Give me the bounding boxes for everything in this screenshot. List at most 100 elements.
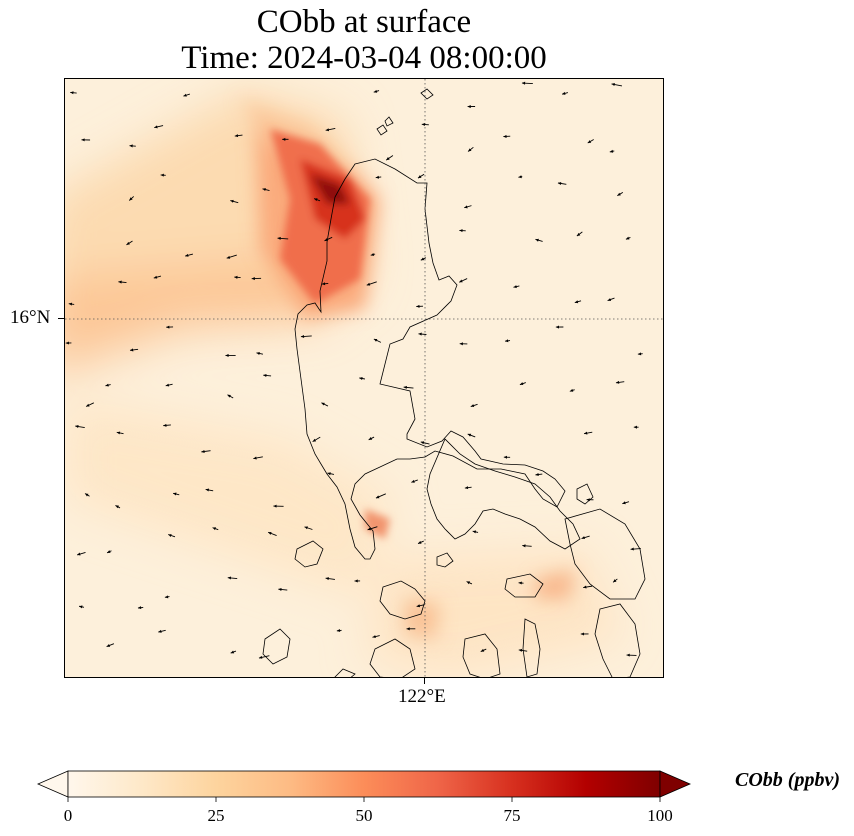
wind-arrow-head	[466, 581, 471, 585]
wind-arrow-head	[183, 93, 187, 97]
coastline-calamian	[262, 628, 291, 665]
title-line-1: CObb at surface	[256, 4, 472, 40]
lon-tick-mark	[424, 678, 425, 684]
wind-arrow-head	[586, 498, 590, 502]
wind-arrow-head	[173, 492, 177, 496]
wind-arrow-head	[611, 82, 615, 86]
lon-tick-label: 122°E	[398, 686, 446, 707]
wind-arrow-head	[630, 547, 634, 551]
wind-arrow-head	[615, 380, 620, 384]
wind-arrow-head	[129, 197, 133, 201]
wind-vectors	[65, 81, 643, 659]
wind-arrow-head	[230, 199, 234, 203]
wind-arrow-head	[459, 342, 463, 346]
wind-arrow-head	[518, 581, 522, 585]
coastline-samar	[564, 508, 646, 600]
concentration-field	[65, 79, 663, 677]
wind-arrow-head	[459, 229, 463, 233]
colorbar-label: CObb (ppbv)	[735, 769, 840, 791]
wind-arrow-head	[205, 488, 210, 492]
wind-arrow-head	[513, 285, 517, 289]
coastline-negros	[462, 633, 501, 677]
wind-arrow-head	[472, 530, 477, 534]
wind-arrow-head	[251, 277, 255, 281]
map-svg	[65, 79, 663, 677]
wind-arrow-head	[166, 325, 170, 329]
wind-arrow-head	[312, 438, 317, 442]
wind-arrow-head	[268, 531, 272, 535]
wind-arrow-head	[129, 144, 133, 148]
hotspot-bay	[365, 509, 390, 539]
wind-arrow-head	[372, 635, 376, 639]
wind-arrow-head	[201, 449, 205, 453]
wind-arrow-head	[137, 606, 142, 610]
wind-arrow-head	[70, 91, 74, 95]
wind-arrow-head	[168, 534, 172, 537]
coastline-leyte	[594, 603, 641, 677]
wind-arrow-head	[325, 128, 330, 132]
wind-arrow-head	[420, 257, 425, 261]
wind-arrow-head	[503, 134, 507, 138]
wind-arrow-head	[367, 527, 372, 531]
wind-arrow-head	[421, 122, 426, 127]
wind-arrow-head	[230, 650, 235, 654]
coastlines	[262, 88, 646, 677]
wind-arrow-head	[226, 255, 231, 259]
wind-arrow-head	[626, 653, 630, 657]
colorbar-extend-low	[36, 770, 69, 798]
wind-arrow-head	[366, 282, 371, 286]
colorbar	[36, 770, 692, 802]
wind-arrow-head	[581, 536, 586, 540]
coastline-marinduque	[436, 552, 454, 568]
wind-arrow-head	[519, 382, 524, 386]
wind-arrow-head	[503, 455, 508, 459]
wind-arrow-head	[263, 373, 267, 377]
plume-band-west	[65, 259, 325, 372]
wind-arrow-head	[580, 632, 584, 636]
coastline-palawan-n	[294, 540, 324, 568]
wind-arrow-head	[359, 377, 363, 381]
south-haze	[65, 399, 395, 599]
wind-arrow-head	[86, 403, 90, 407]
wind-arrow-head	[227, 576, 232, 580]
plot-title: CObb at surface Time: 2024-03-04 08:00:0…	[64, 4, 664, 76]
wind-arrow-head	[535, 472, 539, 477]
wind-arrow-head	[77, 552, 81, 556]
colorbar-extend-high	[659, 770, 692, 798]
wind-arrow-head	[212, 527, 217, 531]
wind-arrow-head	[464, 205, 468, 209]
wind-arrow-head	[633, 425, 637, 429]
title-line-2: Time: 2024-03-04 08:00:00	[181, 40, 547, 76]
colorbar-tick-25: 25	[207, 806, 225, 825]
wind-arrow-head	[375, 495, 380, 499]
wind-arrow-head	[163, 423, 167, 427]
wind-arrow-head	[470, 404, 475, 407]
wind-arrow-head	[225, 353, 229, 357]
wind-arrow-head	[115, 505, 119, 509]
wind-arrow-head	[521, 81, 526, 85]
wind-arrow-head	[153, 275, 158, 279]
wind-arrow-head	[562, 91, 566, 95]
wind-arrow-head	[158, 629, 162, 633]
wind-arrow-head	[234, 275, 238, 279]
wind-arrow-head	[65, 341, 69, 345]
wind-arrow-head	[278, 587, 282, 591]
wind-arrow-head	[459, 279, 463, 283]
wind-arrow-head	[325, 577, 329, 581]
wind-arrow-head	[574, 300, 579, 304]
wind-arrow-head	[324, 238, 328, 241]
wind-arrow-head	[535, 238, 539, 242]
wind-arrow-head	[403, 385, 407, 389]
wind-arrow-head	[327, 472, 331, 476]
wind-arrow-head	[417, 175, 422, 179]
wind-arrow-head	[253, 456, 257, 460]
wind-arrow-head	[304, 526, 308, 530]
wind-arrow-head	[85, 493, 89, 497]
wind-arrow-head	[273, 504, 277, 508]
wind-arrow-head	[282, 137, 286, 141]
wind-arrow-head	[373, 339, 378, 342]
wind-arrow-head	[467, 105, 471, 109]
coastline-island-n2	[420, 88, 434, 100]
wind-arrow-head	[160, 173, 164, 177]
wind-arrow-head	[584, 431, 588, 435]
